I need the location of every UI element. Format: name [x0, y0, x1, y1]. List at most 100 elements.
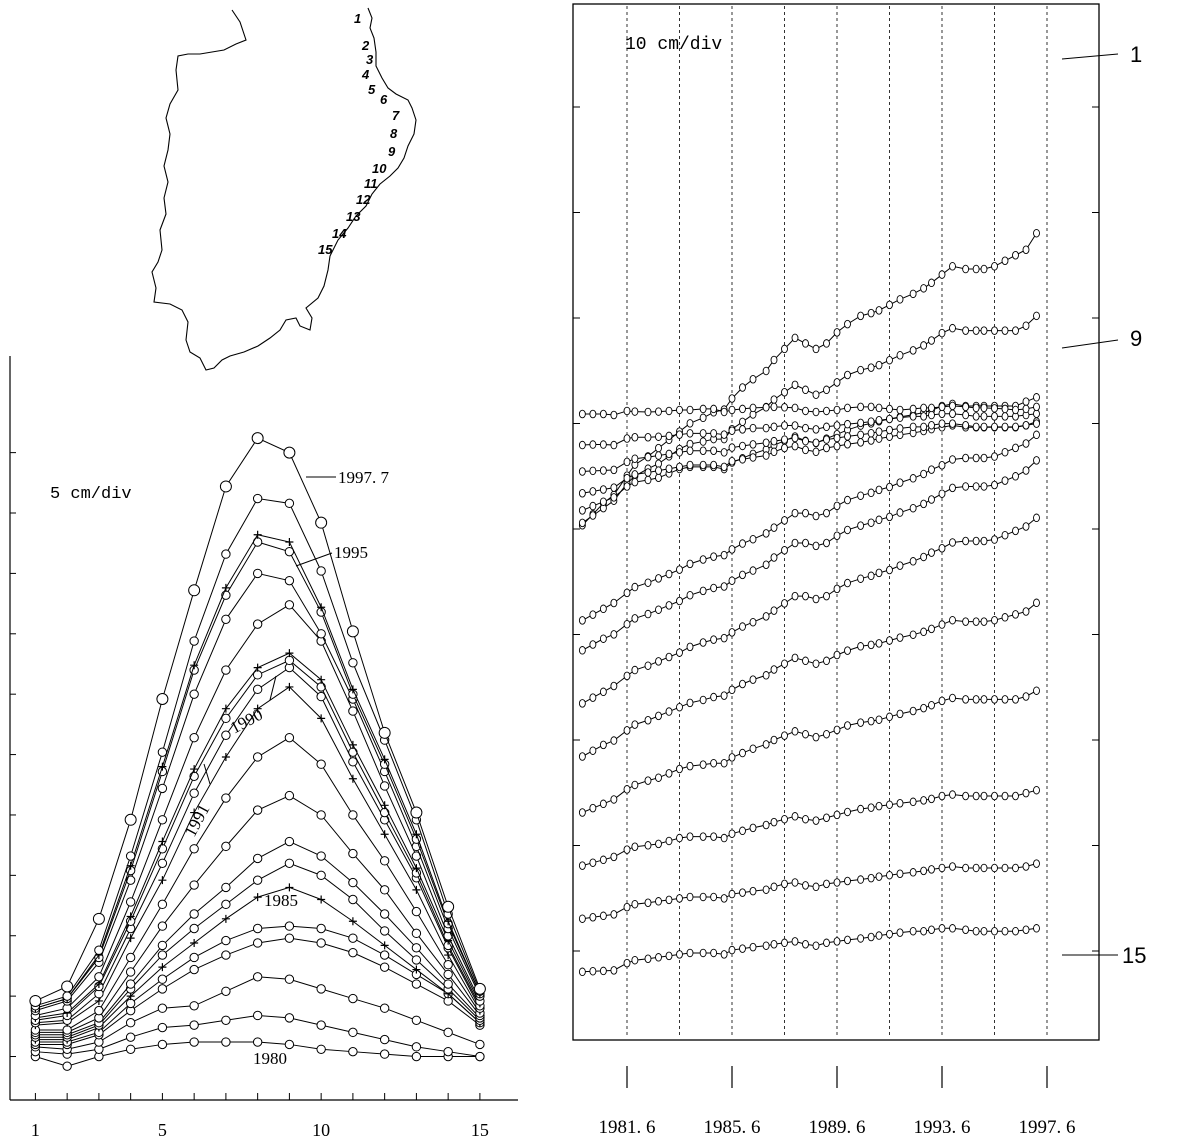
right-data-point — [676, 430, 683, 439]
right-data-point — [991, 863, 998, 873]
right-data-point — [938, 863, 946, 873]
left-data-point — [252, 493, 263, 504]
right-data-point — [802, 538, 809, 548]
right-data-point — [599, 409, 607, 419]
right-data-point — [644, 578, 652, 587]
right-data-point — [728, 829, 736, 838]
left-data-point — [411, 906, 422, 917]
right-data-point — [833, 650, 841, 660]
right-data-point — [578, 861, 586, 870]
left-data-point — [379, 781, 390, 791]
right-data-point — [599, 440, 607, 449]
right-data-point — [867, 402, 875, 412]
right-data-point — [610, 598, 618, 608]
right-data-point — [844, 646, 851, 655]
right-data-point — [896, 295, 904, 304]
right-data-point — [655, 432, 662, 441]
right-data-point — [875, 403, 883, 413]
right-data-point — [676, 894, 683, 903]
right-data-point — [676, 702, 683, 712]
left-data-point — [284, 933, 295, 943]
right-data-point — [867, 308, 875, 318]
right-data-point — [610, 483, 618, 492]
right-data-point — [699, 413, 707, 423]
right-data-point — [781, 421, 788, 430]
right-data-point — [1033, 859, 1040, 868]
right-data-point — [991, 452, 998, 461]
right-data-point — [710, 429, 718, 438]
right-data-point — [949, 693, 956, 703]
coastline-map — [151, 7, 417, 371]
left-data-point — [189, 844, 199, 854]
map-station-label-6: 6 — [380, 92, 388, 107]
left-data-point — [253, 530, 262, 539]
left-data-point — [379, 807, 390, 818]
right-data-point — [938, 270, 946, 279]
right-data-point — [710, 583, 718, 593]
right-data-point — [1022, 862, 1030, 871]
annotation-1991: 1991 — [181, 801, 214, 840]
right-data-point — [699, 832, 707, 841]
right-data-point — [686, 429, 694, 438]
right-data-point — [578, 808, 586, 817]
right-data-point — [1012, 422, 1019, 432]
left-data-point — [125, 897, 136, 907]
left-data-point — [221, 730, 231, 740]
right-data-point — [991, 535, 998, 544]
right-data-point — [770, 422, 778, 432]
right-data-point — [833, 810, 841, 820]
left-scale-label: 5 cm/div — [50, 485, 132, 504]
right-data-point — [991, 422, 998, 432]
right-scale-label: 10 cm/div — [625, 35, 722, 55]
right-data-point — [578, 467, 586, 476]
right-data-point — [962, 863, 970, 873]
right-data-point — [920, 412, 928, 421]
left-data-point — [125, 875, 136, 885]
right-data-point — [739, 539, 746, 548]
right-data-point — [739, 570, 746, 580]
right-data-point — [812, 511, 820, 521]
right-data-point — [728, 753, 736, 762]
right-data-point — [909, 503, 917, 513]
right-data-point — [844, 495, 851, 505]
right-data-point — [720, 833, 728, 843]
right-data-point — [644, 468, 652, 477]
left-data-point — [157, 921, 168, 931]
right-data-point — [781, 516, 788, 525]
right-data-point — [857, 934, 865, 943]
right-data-point — [781, 938, 788, 948]
right-data-point — [802, 436, 809, 446]
right-data-point — [920, 552, 928, 562]
left-data-point — [252, 568, 263, 579]
right-data-point — [781, 731, 788, 740]
right-data-point — [886, 404, 893, 414]
right-data-point — [980, 326, 988, 335]
right-data-point — [886, 300, 893, 310]
right-data-point — [676, 448, 683, 457]
right-data-point — [920, 422, 928, 432]
right-data-point — [802, 445, 809, 455]
right-data-point — [875, 416, 883, 425]
right-data-point — [991, 926, 998, 936]
right-data-point — [991, 615, 998, 625]
left-data-point — [188, 584, 201, 597]
right-data-point — [665, 769, 673, 778]
right-data-point — [920, 796, 928, 805]
right-data-point — [655, 451, 662, 460]
right-data-point — [623, 588, 631, 598]
right-data-point — [644, 661, 652, 670]
right-data-point — [655, 605, 662, 614]
map-station-label-13: 13 — [346, 209, 361, 224]
right-data-point — [857, 718, 865, 727]
left-data-point — [316, 851, 326, 861]
left-data-point — [473, 982, 486, 995]
right-data-point — [599, 604, 607, 614]
right-data-point — [610, 493, 618, 502]
right-data-point — [857, 365, 865, 375]
right-data-point — [867, 417, 875, 426]
right-data-point — [720, 758, 728, 768]
right-data-point — [578, 646, 586, 655]
right-data-point — [699, 404, 707, 414]
left-data-point — [157, 1039, 168, 1050]
right-data-point — [875, 515, 883, 525]
